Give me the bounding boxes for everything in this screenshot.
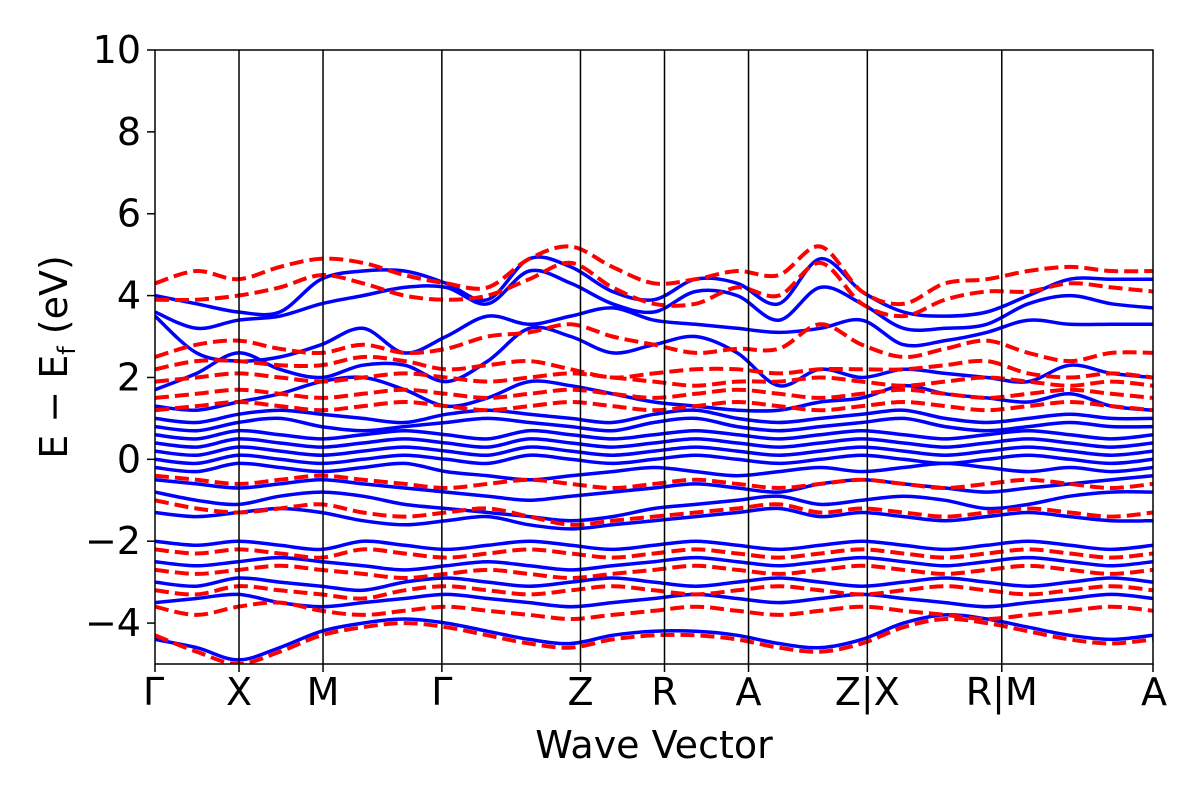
solid-band-0 [155, 255, 1153, 318]
y-tick-label-4: 4 [117, 274, 141, 318]
dashed-band-4 [155, 371, 1153, 388]
x-tick-label-8: R|M [966, 670, 1038, 715]
dashed-band-8 [155, 498, 1153, 527]
x-tick-label-4: Z [567, 670, 593, 714]
x-tick-label-6: A [736, 670, 762, 714]
x-axis: Γ X M Γ Z R A Z|X R|M A [143, 664, 1167, 715]
x-tick-label-9: A [1141, 670, 1167, 714]
x-tick-label-0: Γ [143, 670, 164, 714]
dashed-band-2 [155, 322, 1153, 364]
solid-band-10 [155, 453, 1153, 466]
solid-band-2 [155, 306, 1153, 363]
solid-band-11 [155, 461, 1153, 482]
solid-band-5 [155, 408, 1153, 425]
y-tick-label-1: −2 [85, 519, 141, 563]
solid-band-8 [155, 437, 1153, 449]
dashed-band-7 [155, 473, 1153, 491]
x-tick-label-3: Γ [431, 670, 452, 714]
y-axis-label-sub: f [53, 346, 81, 355]
x-tick-label-7: Z|X [835, 670, 900, 715]
bands-layer [155, 244, 1153, 664]
y-tick-label-3: 2 [117, 355, 141, 399]
solid-band-14 [155, 506, 1153, 531]
x-axis-label: Wave Vector [535, 723, 773, 767]
dashed-band-0 [155, 244, 1153, 307]
dashed-band-6 [155, 399, 1153, 413]
solid-band-13 [155, 490, 1153, 523]
solid-band-17 [155, 576, 1153, 593]
y-axis-label-main: E − E [32, 355, 76, 459]
y-tick-label-2: 0 [117, 437, 141, 481]
plot-frame [154, 49, 1154, 665]
dashed-band-5 [155, 387, 1153, 400]
y-axis-label-unit: (eV) [32, 255, 76, 346]
y-tick-label-6: 8 [117, 110, 141, 154]
y-tick-label-7: 10 [93, 28, 141, 72]
dashed-band-1 [155, 260, 1153, 319]
y-axis: −4 −2 0 2 4 6 8 10 [85, 28, 155, 645]
dashed-band-12 [155, 600, 1153, 622]
solid-band-1 [155, 268, 1153, 333]
x-tick-label-5: R [651, 670, 677, 714]
solid-band-16 [155, 555, 1153, 572]
high-symmetry-lines [238, 50, 1003, 664]
x-tick-label-2: M [307, 670, 340, 714]
solid-band-15 [155, 539, 1153, 552]
solid-band-12 [155, 473, 1153, 503]
dashed-band-11 [155, 584, 1153, 601]
y-tick-label-0: −4 [85, 601, 141, 645]
dashed-band-9 [155, 547, 1153, 560]
y-tick-label-5: 6 [117, 192, 141, 236]
solid-band-6 [155, 416, 1153, 433]
dashed-band-3 [155, 354, 1153, 380]
solid-band-9 [155, 445, 1153, 458]
dashed-band-10 [155, 563, 1153, 581]
dashed-band-13 [155, 616, 1153, 664]
solid-band-7 [155, 428, 1153, 441]
solid-band-18 [155, 592, 1153, 609]
y-axis-label: E − Ef (eV) [32, 255, 81, 459]
solid-band-19 [155, 613, 1153, 662]
x-tick-label-1: X [226, 670, 252, 714]
